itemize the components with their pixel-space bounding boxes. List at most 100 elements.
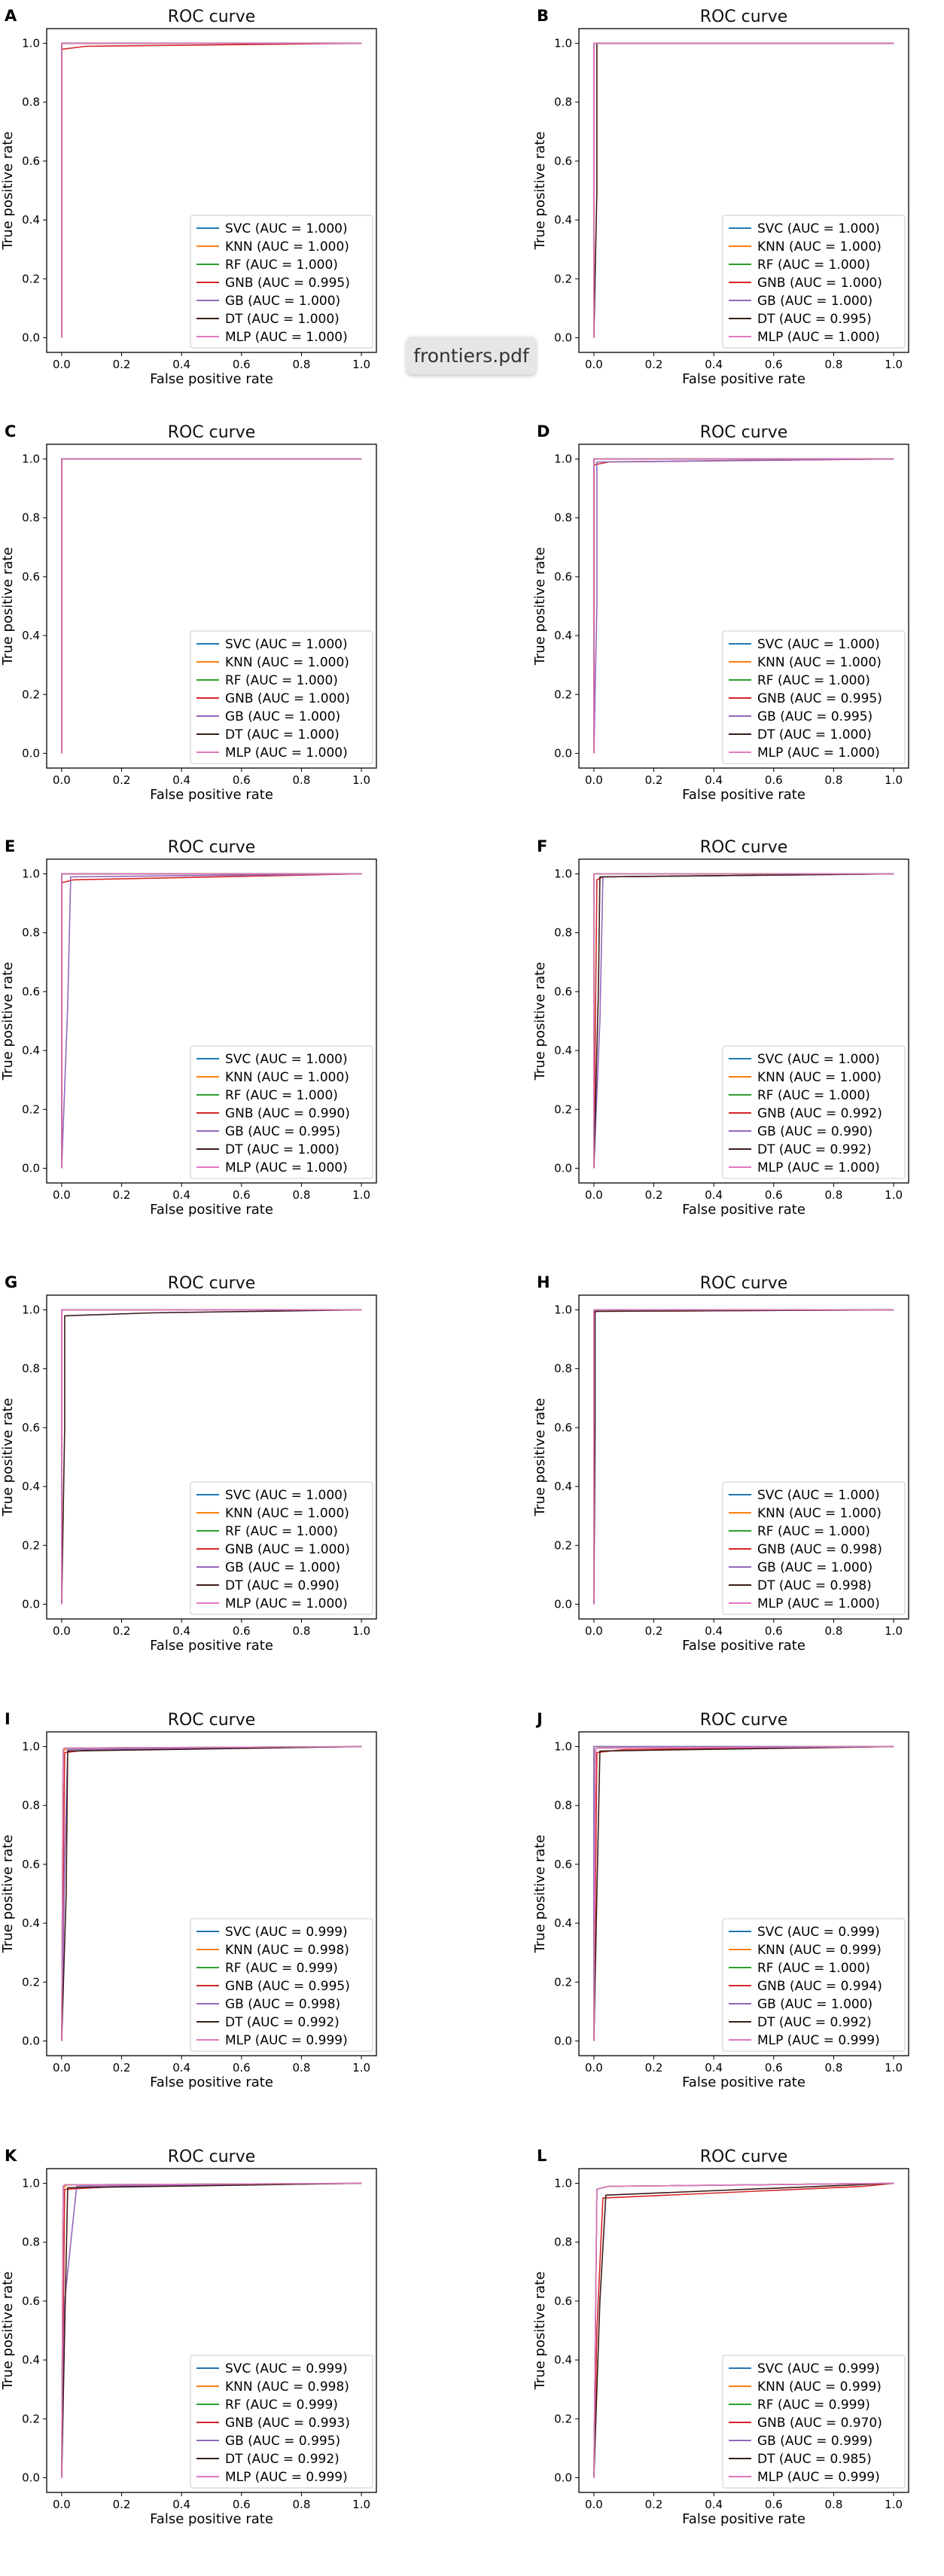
x-tick-label-l: 0.6 [765, 2498, 783, 2511]
chart-title-j: ROC curve [700, 1711, 788, 1730]
y-tick-label-j: 0.0 [554, 2034, 572, 2047]
y-tick-label-d: 0.2 [554, 687, 572, 701]
x-tick-label-k: 0.0 [53, 2498, 71, 2511]
legend-entry-gnb-d: GNB (AUC = 0.995) [757, 691, 882, 706]
panel-i: I ROC curve 0.0 0.2 0.4 0.6 0.8 1.0 0.0 0.2 0.4 0.6… [0, 1710, 377, 2090]
y-tick-label-f: 0.2 [554, 1102, 572, 1116]
roc-line-mlp-k [61, 2182, 362, 2478]
x-tick-label-l: 0.8 [825, 2498, 843, 2511]
x-tick-label-c: 0.0 [53, 773, 71, 787]
x-tick-label-l: 1.0 [885, 2498, 903, 2511]
y-tick-label-e: 1.0 [22, 867, 40, 881]
y-tick-label-f: 1.0 [554, 867, 572, 881]
legend-entry-gb-i: GB (AUC = 0.998) [225, 1997, 340, 2012]
y-tick-label-k: 0.2 [22, 2412, 40, 2425]
plot-frame-d [578, 444, 909, 769]
panel-label-l: L [537, 2147, 547, 2165]
x-tick-label-g: 0.4 [172, 1624, 190, 1638]
y-tick-label-l: 1.0 [554, 2177, 572, 2190]
plot-frame-j [578, 1731, 909, 2056]
x-axis-label-a: False positive rate [150, 371, 273, 387]
legend-entry-gb-l: GB (AUC = 0.999) [757, 2434, 872, 2449]
x-axis-label-h: False positive rate [682, 1638, 805, 1654]
y-tick-label-c: 0.0 [22, 746, 40, 760]
plot-frame-f [578, 858, 909, 1184]
y-tick-label-h: 0.6 [554, 1421, 572, 1434]
legend-entry-knn-e: KNN (AUC = 1.000) [225, 1070, 349, 1085]
x-tick-label-h: 0.2 [645, 1624, 663, 1638]
roc-line-mlp-g [61, 1309, 362, 1605]
legend-entry-rf-b: RF (AUC = 1.000) [757, 258, 870, 273]
x-tick-label-b: 0.2 [645, 358, 663, 371]
x-tick-label-e: 0.8 [293, 1188, 311, 1202]
legend-entry-svc-j: SVC (AUC = 0.999) [757, 1925, 880, 1940]
legend-entry-svc-i: SVC (AUC = 0.999) [225, 1925, 348, 1940]
legend-box-d [722, 630, 906, 764]
x-tick-label-e: 1.0 [352, 1188, 370, 1202]
y-tick-label-e: 0.4 [22, 1044, 40, 1057]
y-tick-label-i: 0.8 [22, 1799, 40, 1812]
legend-box-b [722, 215, 906, 349]
panel-label-e: E [5, 837, 15, 855]
legend-box-k [190, 2355, 373, 2489]
y-tick-label-j: 1.0 [554, 1740, 572, 1754]
chart-title-f: ROC curve [700, 838, 788, 857]
y-axis-label-f: True positive rate [532, 962, 548, 1081]
y-tick-label-b: 0.4 [554, 213, 572, 227]
x-tick-label-i: 0.4 [172, 2061, 190, 2075]
legend-entry-dt-j: DT (AUC = 0.992) [757, 2015, 872, 2030]
legend-entry-gb-a: GB (AUC = 1.000) [225, 294, 340, 309]
roc-line-gb-d [593, 458, 894, 754]
legend-entry-svc-a: SVC (AUC = 1.000) [225, 221, 348, 236]
legend-entry-rf-i: RF (AUC = 0.999) [225, 1961, 338, 1976]
y-tick-label-d: 0.6 [554, 570, 572, 584]
y-axis-label-k: True positive rate [0, 2272, 16, 2391]
y-tick-label-l: 0.6 [554, 2294, 572, 2308]
legend-entry-dt-f: DT (AUC = 0.992) [757, 1142, 872, 1157]
panel-label-d: D [537, 422, 550, 441]
legend-entry-knn-g: KNN (AUC = 1.000) [225, 1506, 349, 1521]
y-tick-label-l: 0.0 [554, 2471, 572, 2484]
x-axis-label-b: False positive rate [682, 371, 805, 387]
y-tick-label-f: 0.4 [554, 1044, 572, 1057]
legend-entry-rf-k: RF (AUC = 0.999) [225, 2398, 338, 2413]
x-tick-label-d: 0.0 [585, 773, 603, 787]
legend-entry-knn-k: KNN (AUC = 0.998) [225, 2379, 349, 2395]
y-tick-label-a: 1.0 [22, 37, 40, 50]
roc-line-dt-f [593, 873, 894, 1169]
y-tick-label-h: 0.2 [554, 1538, 572, 1552]
y-tick-label-c: 0.2 [22, 687, 40, 701]
y-tick-label-a: 0.2 [22, 272, 40, 285]
plot-frame-i [46, 1731, 377, 2056]
x-tick-label-k: 0.8 [293, 2498, 311, 2511]
legend-entry-knn-l: KNN (AUC = 0.999) [757, 2379, 882, 2395]
legend-entry-gnb-l: GNB (AUC = 0.970) [757, 2416, 882, 2431]
chart-title-k: ROC curve [168, 2148, 256, 2166]
x-tick-label-b: 0.6 [765, 358, 783, 371]
x-tick-label-b: 1.0 [885, 358, 903, 371]
panel-label-g: G [5, 1273, 17, 1291]
plot-frame-b [578, 28, 909, 353]
panel-label-c: C [5, 422, 16, 441]
legend-entry-svc-b: SVC (AUC = 1.000) [757, 221, 880, 236]
legend-entry-knn-i: KNN (AUC = 0.998) [225, 1943, 349, 1958]
roc-line-gb-i [61, 1745, 362, 2041]
y-tick-label-k: 0.0 [22, 2471, 40, 2484]
legend-entry-svc-h: SVC (AUC = 1.000) [757, 1488, 880, 1503]
legend-entry-gb-h: GB (AUC = 1.000) [757, 1560, 872, 1575]
x-tick-label-c: 0.8 [293, 773, 311, 787]
plot-frame-l [578, 2168, 909, 2493]
y-tick-label-c: 0.6 [22, 570, 40, 584]
x-tick-label-b: 0.8 [825, 358, 843, 371]
x-tick-label-d: 0.8 [825, 773, 843, 787]
y-tick-label-b: 0.6 [554, 154, 572, 168]
legend-box-a [190, 215, 373, 349]
x-tick-label-h: 0.6 [765, 1624, 783, 1638]
x-tick-label-c: 1.0 [352, 773, 370, 787]
panel-label-j: J [535, 1710, 543, 1728]
y-axis-label-c: True positive rate [0, 547, 16, 666]
roc-line-dt-l [593, 2182, 894, 2478]
panel-e: E ROC curve 0.0 0.2 0.4 0.6 0.8 1.0 0.0 0.2 0.4 0.6… [0, 837, 377, 1218]
y-tick-label-b: 0.2 [554, 272, 572, 285]
plot-frame-k [46, 2168, 377, 2493]
